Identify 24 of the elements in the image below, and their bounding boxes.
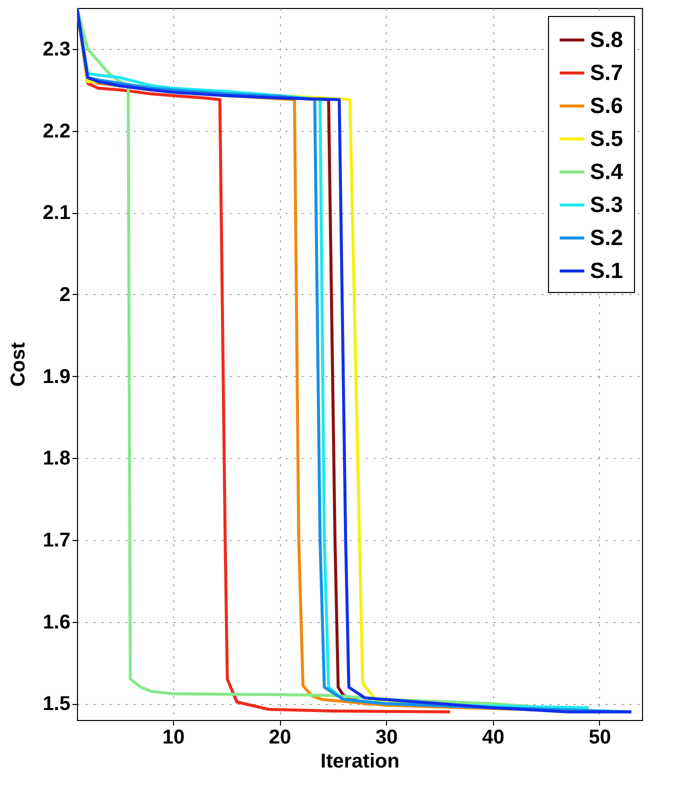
y-tick-label: 2.2 [42,120,70,142]
legend-label: S.8 [590,27,624,52]
y-tick-label: 1.5 [42,693,70,716]
x-axis-title: Iteration [320,750,400,772]
y-tick-label: 2.1 [42,202,70,224]
legend-label: S.6 [590,93,624,118]
x-tick-label: 40 [482,726,504,748]
legend-label: S.1 [590,258,624,283]
x-tick-label: 20 [268,726,292,748]
legend-label: S.7 [590,60,624,85]
x-tick-label: 10 [162,726,185,748]
legend-label: S.4 [590,159,624,184]
y-tick-label: 1.9 [42,366,70,388]
y-tick-label: 1.6 [42,611,70,634]
y-tick-label: 2.3 [42,38,70,60]
legend-label: S.2 [590,225,624,250]
y-tick-label: 1.8 [42,448,70,470]
y-tick-label: 1.7 [42,529,70,552]
y-tick-label: 2 [59,284,70,306]
x-tick-label: 50 [588,726,611,748]
x-tick-label: 30 [376,726,398,748]
y-axis-title: Cost [8,342,30,387]
legend-label: S.3 [590,192,624,217]
legend-label: S.5 [590,126,624,151]
